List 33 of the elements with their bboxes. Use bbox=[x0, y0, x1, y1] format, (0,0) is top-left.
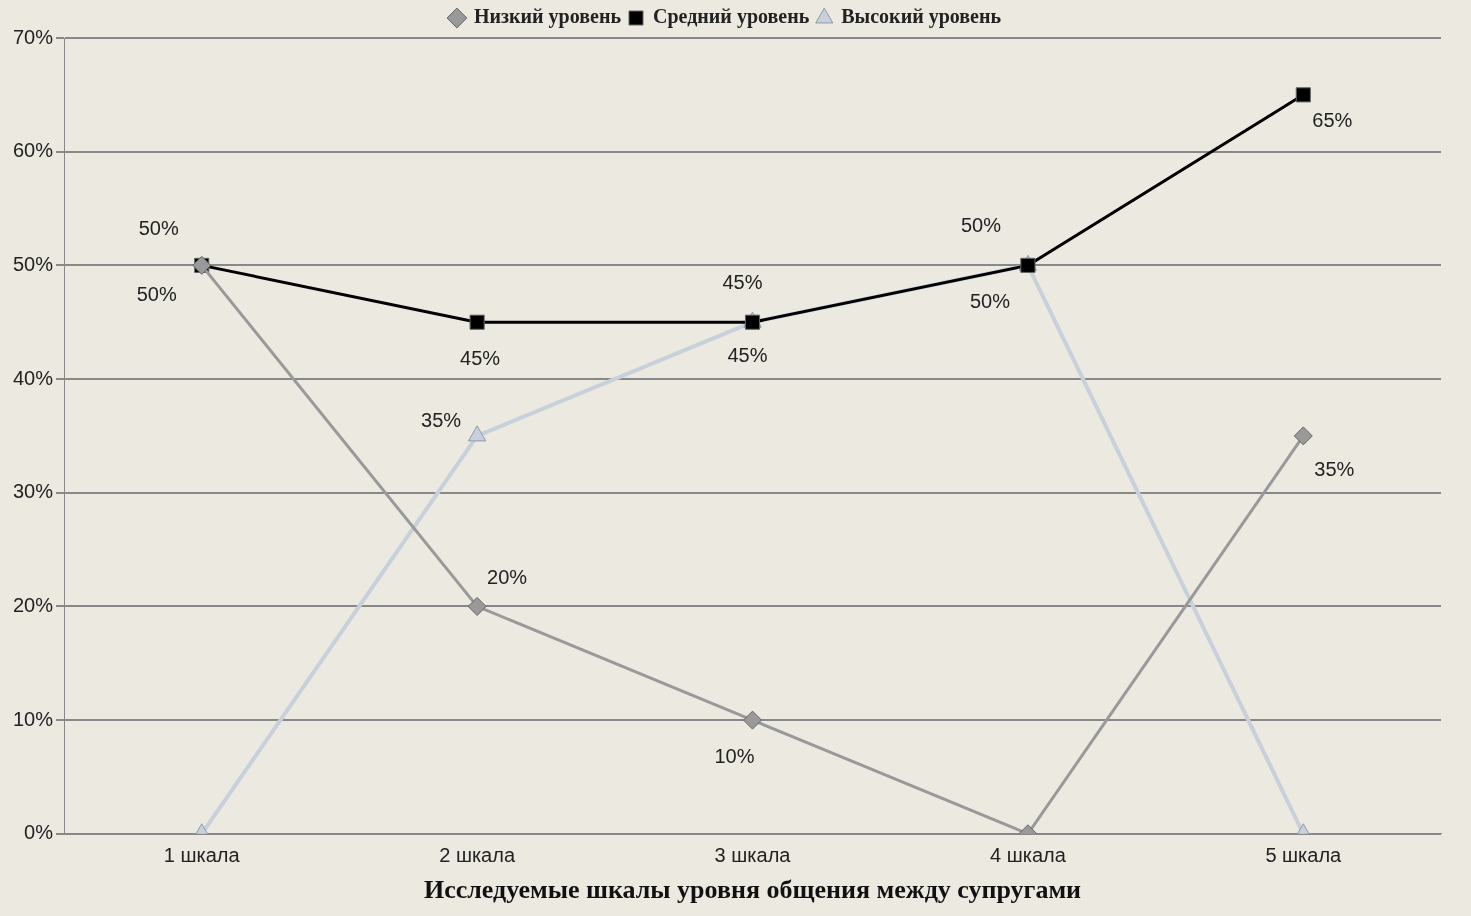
data-label: 45% bbox=[727, 343, 768, 366]
data-label: 45% bbox=[722, 270, 763, 293]
data-label: 65% bbox=[1312, 109, 1353, 132]
data-label: 50% bbox=[136, 282, 177, 305]
legend-label: Высокий уровень bbox=[841, 5, 1002, 29]
data-label: 10% bbox=[714, 744, 755, 767]
legend-label: Средний уровень bbox=[653, 5, 810, 29]
data-label: 20% bbox=[487, 565, 528, 588]
x-tick-label: 3 шкала bbox=[714, 844, 792, 867]
data-label: 45% bbox=[460, 346, 501, 369]
point bbox=[469, 314, 485, 330]
point bbox=[467, 425, 487, 442]
data-label: 50% bbox=[969, 289, 1011, 312]
x-tick-label: 5 шкала bbox=[1265, 844, 1343, 867]
data-label: 35% bbox=[1314, 458, 1355, 481]
x-axis-title: Исследуемые шкалы уровня общения между супругами bbox=[423, 875, 1082, 905]
legend-label: Низкий уровень bbox=[473, 5, 622, 29]
data-label: 35% bbox=[421, 409, 462, 432]
x-tick-label: 1 шкала bbox=[163, 844, 241, 867]
y-tick-label: 40% bbox=[13, 366, 54, 389]
data-label: 50% bbox=[138, 216, 179, 239]
x-tick-label: 2 шкала bbox=[439, 844, 516, 867]
y-tick-label: 50% bbox=[13, 252, 54, 275]
y-tick-label: 70% bbox=[13, 25, 54, 48]
point bbox=[1295, 87, 1311, 103]
y-tick-label: 30% bbox=[13, 480, 54, 503]
y-tick-label: 60% bbox=[13, 139, 54, 162]
x-tick-label: 4 шкала bbox=[989, 844, 1067, 867]
point bbox=[1293, 426, 1313, 446]
y-tick-label: 10% bbox=[13, 707, 54, 730]
y-tick-label: 0% bbox=[24, 821, 54, 844]
y-tick-label: 20% bbox=[13, 593, 54, 616]
data-label: 50% bbox=[960, 213, 1002, 236]
